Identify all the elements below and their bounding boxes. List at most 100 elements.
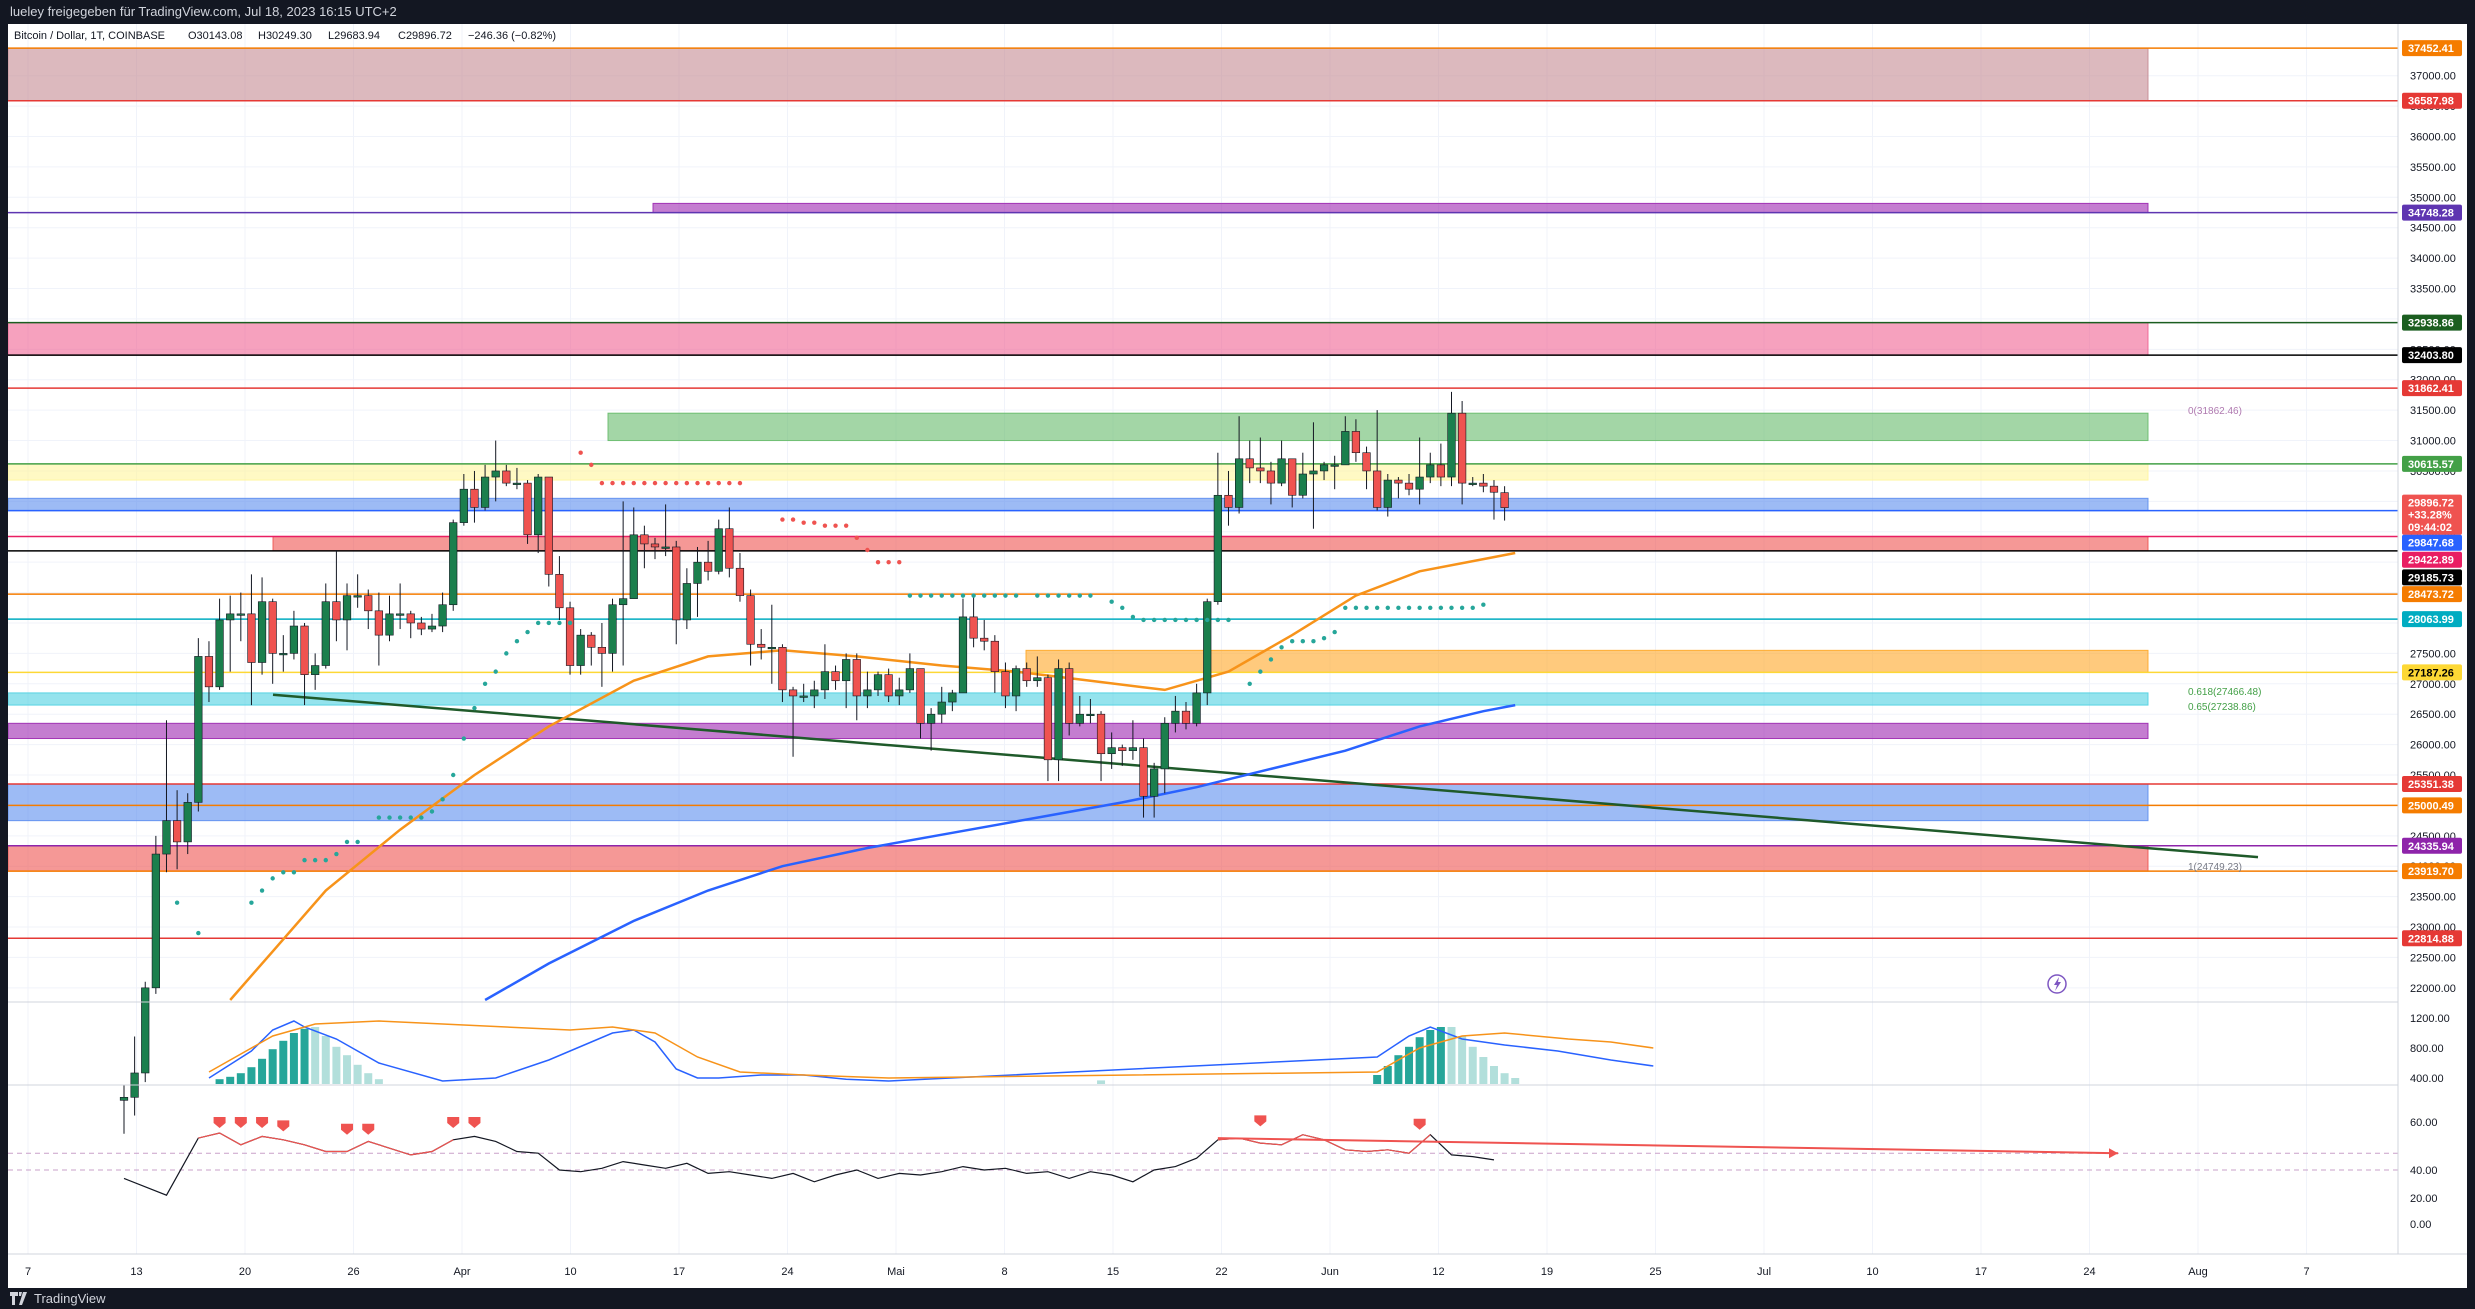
lightning-icon[interactable] — [2047, 974, 2067, 994]
price-tag: 25000.49 — [2408, 800, 2454, 812]
oscillator-pane-1 — [8, 1001, 2398, 1084]
osc-tick: 0.00 — [2410, 1219, 2431, 1231]
price-tick: 26000.00 — [2410, 740, 2456, 752]
candle-body — [937, 701, 946, 715]
candle-body — [1001, 671, 1010, 697]
legend-symbol: Bitcoin / Dollar, 1T, COINBASE — [14, 30, 165, 42]
sar-dot — [1332, 629, 1337, 635]
sar-dot — [1449, 605, 1454, 610]
axes: 37000.0036500.0036000.0035500.0035000.00… — [8, 24, 2467, 1288]
candle-body — [470, 488, 479, 508]
candle-body — [1054, 668, 1063, 761]
price-tag-bg — [2402, 455, 2462, 472]
candle-body — [980, 637, 989, 642]
candle-body — [895, 689, 904, 697]
price-tag-bg — [2402, 930, 2462, 947]
sar-dot — [196, 930, 201, 936]
candle-body — [544, 476, 553, 575]
sar-dot — [1003, 593, 1008, 598]
fib-label-65: 0.65(27238.86) — [2188, 702, 2256, 713]
sar-dot — [599, 480, 605, 486]
sar-dot — [1279, 645, 1284, 650]
sar-dot — [982, 593, 987, 598]
sar-dot — [1013, 593, 1019, 598]
candle-body — [852, 659, 861, 697]
candle-body — [1107, 747, 1116, 755]
histogram-bar — [1468, 1046, 1477, 1084]
fib-label-0: 0(31862.46) — [2188, 406, 2242, 417]
chart-frame[interactable]: 37000.0036500.0036000.0035500.0035000.00… — [8, 24, 2467, 1288]
sar-dot — [546, 620, 551, 626]
sar-dot — [1045, 593, 1051, 598]
sar-dot — [1258, 669, 1263, 674]
candle-body — [1086, 713, 1095, 716]
divergence-marker — [213, 1117, 226, 1129]
sar-dot — [1088, 593, 1093, 598]
sar-dot — [259, 888, 265, 893]
sar-dot — [854, 535, 859, 541]
time-tick: 17 — [1975, 1266, 1987, 1278]
time-tick: Jun — [1321, 1266, 1339, 1278]
price-tag-bg — [2402, 204, 2462, 221]
sar-dot — [440, 797, 445, 802]
time-tick: 19 — [1541, 1266, 1553, 1278]
price-tag-bg — [2402, 347, 2462, 364]
time-tick: Aug — [2188, 1266, 2208, 1278]
candle-body — [927, 713, 936, 724]
sar-dot — [578, 450, 583, 455]
candle-body — [1383, 479, 1392, 508]
sar-dot — [833, 523, 838, 528]
candle-body — [321, 601, 330, 666]
trendlines — [272, 693, 2259, 859]
candle-body — [661, 546, 670, 549]
candle-body — [406, 613, 415, 624]
sar-dot — [1130, 614, 1136, 620]
candle-body — [958, 616, 968, 694]
price-tag-bg — [2402, 534, 2462, 551]
candle-body — [916, 668, 925, 724]
zones — [8, 47, 2149, 872]
price-tag-bg — [2402, 92, 2462, 109]
price-tag: 28473.72 — [2408, 589, 2454, 601]
time-tick: Apr — [453, 1266, 470, 1278]
rsi-line — [123, 1132, 1495, 1196]
histogram-bar — [311, 1027, 320, 1084]
candle-body — [555, 574, 564, 609]
candle-body — [1150, 768, 1159, 797]
candle-body — [1065, 668, 1074, 724]
sar-dot — [939, 593, 944, 598]
candle-body — [173, 820, 182, 843]
candle-body — [385, 613, 394, 636]
sar-dot — [812, 520, 817, 525]
sar-dot — [493, 669, 498, 674]
sar-dot — [1300, 639, 1306, 644]
sar-dot — [1353, 605, 1359, 610]
histogram-bar — [1426, 1030, 1435, 1084]
sar-dot — [790, 517, 796, 522]
sar-dot — [1481, 602, 1486, 607]
candle-body — [788, 689, 798, 697]
histogram-bar — [1458, 1036, 1467, 1084]
legend-close: C29896.72 — [398, 30, 452, 42]
candle-body — [969, 616, 978, 639]
candle-body — [364, 595, 373, 612]
candle-body — [735, 567, 745, 596]
price-tag-bg — [2402, 837, 2462, 854]
candle-body — [1160, 723, 1169, 770]
time-tick: 26 — [347, 1266, 359, 1278]
divergence-marker — [277, 1120, 290, 1132]
sar-dot — [674, 480, 679, 486]
legend-change: −246.36 (−0.82%) — [468, 30, 556, 42]
sar-dot — [865, 547, 870, 553]
rsi-overbought-segment — [1217, 1134, 1431, 1154]
sar-dot — [737, 480, 743, 486]
chart-canvas[interactable]: 37000.0036500.0036000.0035500.0035000.00… — [8, 24, 2467, 1288]
attribution-bar: lueley freigegeben für TradingView.com, … — [0, 0, 2475, 24]
sar-dot — [1109, 599, 1114, 604]
candle-body — [204, 656, 214, 688]
sar-dot — [960, 593, 966, 598]
sar-dot — [355, 839, 360, 845]
candle-body — [502, 470, 511, 484]
osc-tick: 60.00 — [2410, 1117, 2438, 1129]
candle-body — [1181, 710, 1191, 724]
